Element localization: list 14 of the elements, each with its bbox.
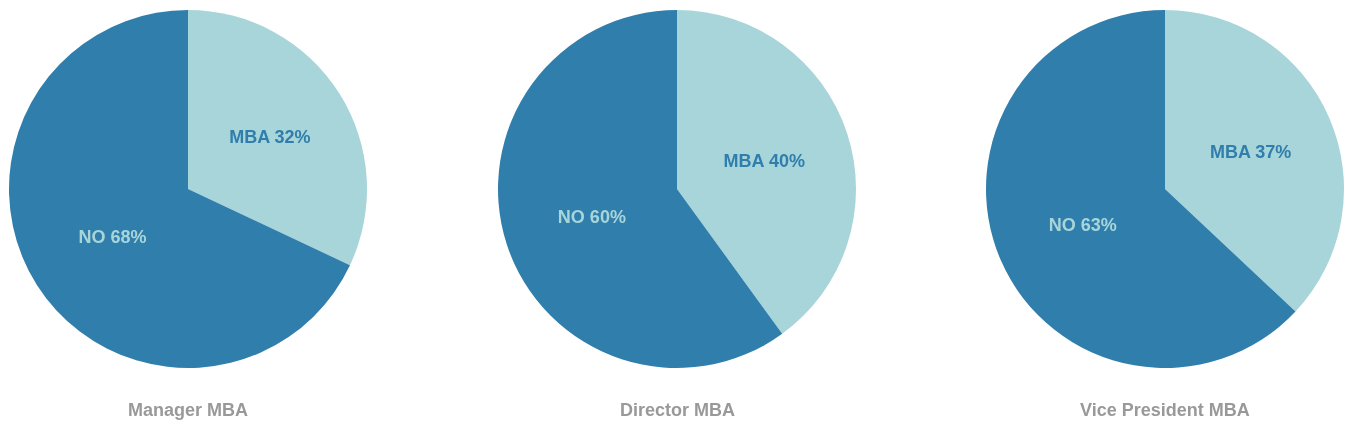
slice-label: MBA 37% [1209,141,1292,162]
text: Manager MBA [128,400,249,420]
slice-label: MBA 40% [723,150,805,171]
slice-label: NO 68% [78,226,147,247]
slice-label: MBA 32% [229,127,311,147]
pie-slice [986,10,1296,368]
pie-slice [1165,10,1344,312]
slice-label: NO 60% [557,206,626,227]
pie-slice [677,10,856,334]
text: Director MBA [620,400,736,420]
pie-slice [188,10,367,266]
slice-label: NO 63% [1048,214,1117,235]
text: Vice President MBA [1080,400,1250,420]
pie-slice [9,10,350,368]
